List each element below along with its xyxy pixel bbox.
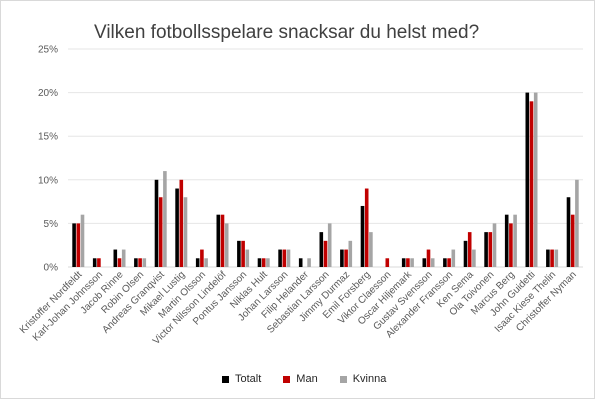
bar-totalt (154, 179, 159, 267)
bar-man (509, 223, 513, 267)
bar-kvinna (286, 249, 291, 267)
bar-man (138, 258, 142, 267)
bar-totalt (92, 258, 97, 267)
y-tick-label: 0% (44, 263, 59, 274)
bar-totalt (257, 258, 262, 267)
bar-man (241, 240, 245, 267)
bar-man (76, 223, 81, 267)
bar-man (179, 179, 184, 267)
bar-totalt (175, 188, 179, 267)
bar-man (364, 188, 369, 267)
legend-swatch (283, 375, 291, 383)
bar-totalt (237, 240, 241, 267)
bar-totalt (546, 249, 550, 267)
y-tick-label: 20% (38, 88, 58, 99)
bar-man (220, 214, 225, 267)
bar-totalt (422, 258, 427, 267)
legend-label: Totalt (235, 373, 262, 385)
bar-totalt (484, 232, 488, 267)
bar-totalt (463, 240, 468, 267)
bar-kvinna (492, 223, 497, 267)
bar-man (97, 258, 101, 267)
bar-kvinna (142, 258, 147, 267)
legend: Totalt Man Kvinna (222, 373, 386, 385)
bar-kvinna (80, 214, 85, 267)
bar-kvinna (575, 179, 579, 267)
bar-man (467, 232, 472, 267)
legend-item: Kvinna (339, 373, 387, 385)
bar-totalt (360, 205, 365, 267)
legend-swatch (222, 375, 229, 383)
bar-man (344, 249, 348, 267)
chart-title: Vilken fotbollsspelare snacksar du helst… (94, 22, 480, 43)
bar-kvinna (245, 249, 250, 267)
bar-kvinna (472, 249, 476, 267)
bar-totalt (72, 223, 76, 267)
bar-kvinna (430, 258, 435, 267)
bar-kvinna (307, 258, 311, 267)
legend-item: Totalt (222, 373, 261, 385)
bar-kvinna (121, 249, 126, 267)
legend-item: Man (283, 373, 318, 385)
bar-kvinna (327, 223, 332, 267)
bar-totalt (278, 249, 282, 267)
bar-totalt (525, 92, 530, 267)
bar-kvinna (183, 197, 188, 267)
bar-man (323, 240, 328, 267)
bar-man (488, 232, 493, 267)
bar-totalt (443, 258, 447, 267)
bar-kvinna (554, 249, 559, 267)
bar-man (158, 197, 163, 267)
bar-man (406, 258, 410, 267)
bar-kvinna (348, 240, 353, 267)
y-tick-label: 25% (38, 45, 58, 56)
bar-totalt (216, 214, 221, 267)
bar-man (261, 258, 266, 267)
bar-totalt (195, 258, 200, 267)
bar-man (550, 249, 554, 267)
y-tick-label: 10% (38, 175, 58, 186)
bar-totalt (401, 258, 406, 267)
bar-man (385, 258, 390, 267)
bar-kvinna (369, 232, 373, 267)
bar-totalt (504, 214, 509, 267)
bar-kvinna (266, 258, 270, 267)
bar-kvinna (204, 258, 208, 267)
bar-totalt (319, 232, 324, 267)
bar-totalt (113, 249, 118, 267)
bar-totalt (298, 258, 303, 267)
bar-man (117, 258, 122, 267)
bar-man (570, 214, 575, 267)
bar-kvinna (451, 249, 456, 267)
y-tick-label: 5% (44, 219, 59, 230)
bar-totalt (134, 258, 138, 267)
legend-label: Man (296, 373, 318, 385)
bar-man (200, 249, 204, 267)
bar-kvinna (533, 92, 538, 267)
bar-man (447, 258, 451, 267)
bar-man (529, 101, 534, 267)
y-tick-label: 15% (38, 132, 58, 143)
bar-kvinna (513, 214, 517, 267)
bar-kvinna (410, 258, 414, 267)
legend-label: Kvinna (352, 373, 387, 385)
bar-man (426, 249, 431, 267)
bar-man (282, 249, 287, 267)
bar-kvinna (224, 223, 229, 267)
bar-kvinna (163, 171, 167, 267)
bar-totalt (566, 197, 571, 267)
legend-swatch (339, 375, 347, 383)
bar-totalt (340, 249, 344, 267)
